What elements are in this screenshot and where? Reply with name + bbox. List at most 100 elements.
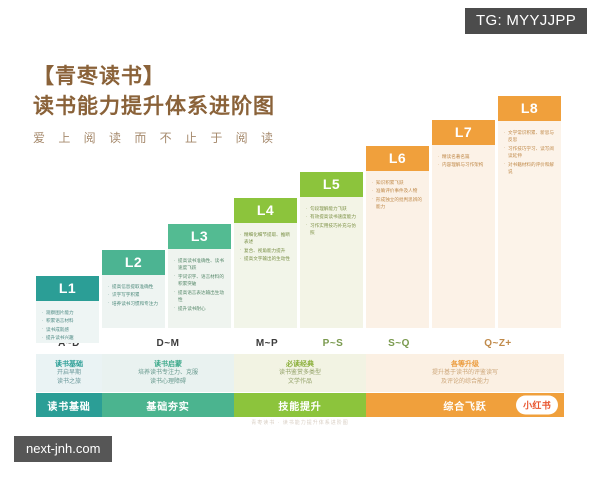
stair-step-spacer (234, 96, 300, 198)
stage-description-line: 读书心理障碍 (149, 378, 186, 385)
grade-range-cell-3: M~P (255, 337, 279, 349)
stage-tag-label: 技能提升 (278, 401, 322, 413)
level-bullet-item: 内容理解与习作架构 (438, 161, 491, 169)
bracket-title: 【青枣读书】 (33, 65, 165, 88)
xiaohongshu-logo: 小红书 (516, 395, 558, 415)
level-panel-l2: 提高信息提取准确性识字写字积累培养读书习惯和专注力 (102, 275, 165, 328)
grade-range-cell-1: A~D (58, 337, 80, 349)
page-subtitle: 爱 上 阅 读 而 不 止 于 阅 读 (33, 130, 279, 145)
stair-step-spacer (168, 96, 234, 224)
telegram-watermark-badge: TG: MYYJJPP (465, 8, 587, 34)
level-badge-l1[interactable]: L1 (36, 276, 99, 301)
stair-step-spacer (366, 96, 432, 146)
level-bullet-item: 形成独立的批判思辨的能力 (372, 195, 425, 211)
stage-tag-label: 基础夯实 (146, 401, 190, 413)
stage-description-row: 读书基础 开启早期 读书之旅 读书启蒙 培养读书专注力、克服 读书心理障碍 必读经典 读书鉴赏… (36, 354, 564, 392)
grade-range-cell-5: S~Q (388, 337, 410, 349)
level-panel-l1: 观察图片能力积累语言材料读书成就感提升读书兴趣 (36, 301, 99, 343)
level-bullet-item: 复合、视角能力提升 (240, 246, 293, 254)
level-bullet-list: 提高信息提取准确性识字写字积累培养读书习惯和专注力 (108, 282, 161, 307)
stage-tag-bar: 读书基础 基础夯实 技能提升 综合飞跃 小红书 (36, 393, 564, 417)
level-bullet-item: 习作实用技巧补充与仿照 (306, 221, 359, 237)
level-bullet-item: 提高信息提取准确性 (108, 282, 161, 290)
staircase-chart: L1 观察图片能力积累语言材料读书成就感提升读书兴趣 L2 提高信息提取准确性识字写字… (36, 96, 564, 343)
stage-description-line: 提升基于读书的评鉴读写 (431, 370, 498, 377)
grade-range-cell-2: D~M (156, 337, 180, 349)
level-bullet-item: 提高读书准确性、读书速度飞跃 (174, 257, 227, 272)
level-badge-l2[interactable]: L2 (102, 250, 165, 275)
stair-step-l5[interactable]: L5 句段理解能力飞跃有效提高读书速度能力习作实用技巧补充与仿照 (300, 96, 366, 328)
stair-step-l7[interactable]: L7 精读名著名篇内容理解与习作架构 (432, 96, 498, 328)
stage-tag-cell-4[interactable]: 综合飞跃 小红书 (366, 393, 564, 417)
stage-description-title: 读书启蒙 (154, 360, 182, 368)
grade-range-cell-4: P~S (322, 337, 344, 349)
level-panel-l7: 精读名著名篇内容理解与习作架构 (432, 145, 495, 328)
stair-step-spacer (300, 96, 366, 172)
level-bullet-list: 提高读书准确性、读书速度飞跃字词识字、语言材料的积累突破提高语言表达输出生动性提… (174, 257, 227, 312)
level-bullet-list: 知识积累飞跃准确评价事件及人物形成独立的批判思辨的能力 (372, 178, 425, 211)
stage-description-cell-4[interactable]: 各等升级提升基于读书的评鉴读写 及评论的综合能力 (366, 354, 564, 392)
stair-step-l8[interactable]: L8 文学常识积累、新思与反思习作技巧学习、读写阅读延伸对书籍材料的评价和解说 (498, 96, 564, 328)
stage-tag-cell-2[interactable]: 基础夯实 (102, 393, 234, 417)
stage-description-line: 文学作品 (287, 378, 312, 385)
level-bullet-list: 精读名著名篇内容理解与习作架构 (438, 152, 491, 169)
stage-tag-label: 读书基础 (47, 401, 91, 413)
level-bullet-item: 积累语言材料 (42, 317, 95, 325)
title-block: 【青枣读书】 读书能力提升体系进阶图 爱 上 阅 读 而 不 止 于 阅 读 (33, 62, 278, 146)
level-bullet-item: 观察图片能力 (42, 308, 95, 316)
level-badge-l6[interactable]: L6 (366, 146, 429, 171)
stage-tag-cell-3[interactable]: 技能提升 (234, 393, 366, 417)
stage-description-cell-1[interactable]: 读书基础开启早期 读书之旅 (36, 354, 102, 392)
stage-description-cell-2[interactable]: 读书启蒙培养读书专注力、克服 读书心理障碍 (102, 354, 234, 392)
level-bullet-item: 提高语言表达输出生动性 (174, 288, 227, 304)
stage-tag-label: 综合飞跃 (443, 401, 487, 413)
level-bullet-list: 精细化细节提取、推断表述复合、视角能力提升提高文字输出的生动性 (240, 231, 293, 263)
footer-faint-watermark: 青枣读书 · 读书能力提升体系进阶图 (251, 420, 349, 426)
stair-step-l2[interactable]: L2 提高信息提取准确性识字写字积累培养读书习惯和专注力 (102, 96, 168, 328)
level-panel-l6: 知识积累飞跃准确评价事件及人物形成独立的批判思辨的能力 (366, 171, 429, 328)
level-panel-l4: 精细化细节提取、推断表述复合、视角能力提升提高文字输出的生动性 (234, 223, 297, 328)
stair-step-spacer (102, 96, 168, 250)
stage-description-line: 读书鉴赏多类型 (278, 370, 321, 377)
level-bullet-item: 识字写字积累 (108, 291, 161, 299)
level-bullet-item: 知识积累飞跃 (372, 178, 425, 186)
stage-description-line: 开启早期 (56, 370, 81, 377)
stair-step-l3[interactable]: L3 提高读书准确性、读书速度飞跃字词识字、语言材料的积累突破提高语言表达输出生动… (168, 96, 234, 328)
level-badge-l3[interactable]: L3 (168, 224, 231, 249)
grade-range-cell-6: Q~Z+ (484, 337, 512, 349)
level-bullet-item: 培养读书习惯和专注力 (108, 299, 161, 307)
stage-description-line: 及评论的综合能力 (440, 378, 489, 385)
stair-step-l1[interactable]: L1 观察图片能力积累语言材料读书成就感提升读书兴趣 (36, 96, 102, 343)
level-panel-l3: 提高读书准确性、读书速度飞跃字词识字、语言材料的积累突破提高语言表达输出生动性提… (168, 249, 231, 328)
stair-step-l6[interactable]: L6 知识积累飞跃准确评价事件及人物形成独立的批判思辨的能力 (366, 96, 432, 328)
stage-description-line: 培养读书专注力、克服 (137, 370, 198, 377)
source-url-watermark: next-jnh.com (14, 436, 113, 462)
level-bullet-item: 精读名著名篇 (438, 152, 491, 160)
level-bullet-item: 习作技巧学习、读写阅读延伸 (504, 144, 557, 160)
level-bullet-item: 文学常识积累、新思与反思 (504, 129, 557, 144)
stair-step-l4[interactable]: L4 精细化细节提取、推断表述复合、视角能力提升提高文字输出的生动性 (234, 96, 300, 328)
level-bullet-list: 文学常识积累、新思与反思习作技巧学习、读写阅读延伸对书籍材料的评价和解说 (504, 129, 557, 176)
level-badge-l8[interactable]: L8 (498, 96, 561, 121)
grade-range-row: A~D D~M M~P P~S S~Q Q~Z+ (36, 332, 564, 354)
level-bullet-list: 观察图片能力积累语言材料读书成就感提升读书兴趣 (42, 308, 95, 342)
stage-tag-cell-1[interactable]: 读书基础 (36, 393, 102, 417)
level-bullet-item: 提升读书兴趣 (42, 334, 95, 342)
level-bullet-list: 句段理解能力飞跃有效提高读书速度能力习作实用技巧补充与仿照 (306, 204, 359, 237)
page-title: 读书能力提升体系进阶图 (33, 94, 275, 118)
stage-description-title: 读书基础 (55, 360, 83, 368)
level-badge-l4[interactable]: L4 (234, 198, 297, 223)
stage-description-title: 各等升级 (451, 360, 479, 368)
level-badge-l5[interactable]: L5 (300, 172, 363, 197)
level-bullet-item: 精细化细节提取、推断表述 (240, 231, 293, 246)
stage-description-cell-3[interactable]: 必读经典读书鉴赏多类型 文学作品 (234, 354, 366, 392)
level-badge-l7[interactable]: L7 (432, 120, 495, 145)
level-panel-l8: 文学常识积累、新思与反思习作技巧学习、读写阅读延伸对书籍材料的评价和解说 (498, 121, 561, 328)
level-bullet-item: 句段理解能力飞跃 (306, 204, 359, 212)
stage-description-line: 读书之旅 (56, 378, 81, 385)
level-bullet-item: 准确评价事件及人物 (372, 187, 425, 195)
level-bullet-item: 有效提高读书速度能力 (306, 213, 359, 221)
level-bullet-item: 提升读书耐心 (174, 304, 227, 312)
stage-description-title: 必读经典 (286, 360, 314, 368)
